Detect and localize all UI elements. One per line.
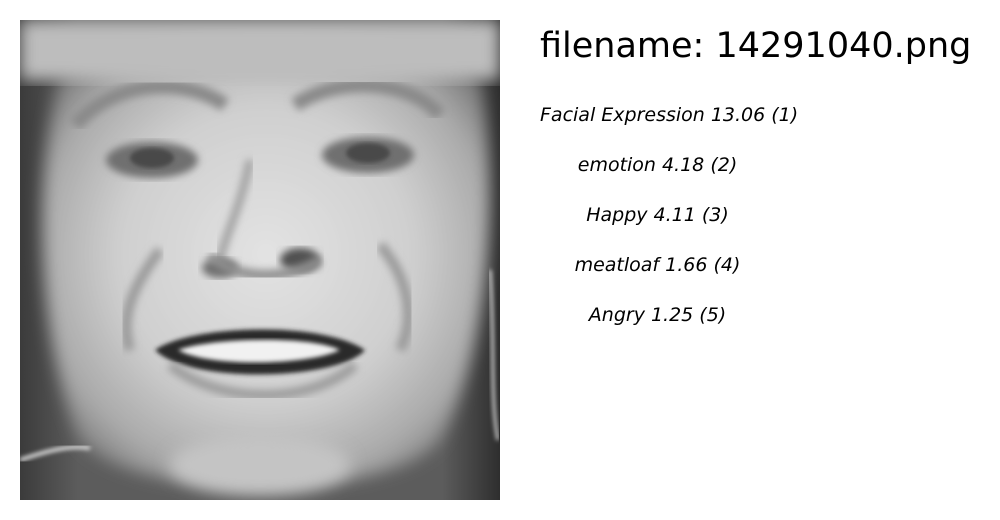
- result-label: meatloaf: [574, 254, 660, 276]
- result-item: meatloaf 1.66 (4): [540, 250, 775, 300]
- result-label: emotion: [577, 154, 656, 176]
- result-rank: (5): [699, 304, 727, 326]
- result-item: emotion 4.18 (2): [540, 150, 775, 200]
- result-score: 13.06: [710, 104, 766, 126]
- face-photo: [20, 20, 500, 500]
- result-label: Angry: [588, 304, 645, 326]
- result-score: 1.25: [650, 304, 694, 326]
- filename-title: filename: 14291040.png: [540, 26, 972, 66]
- result-label: Facial Expression: [540, 104, 705, 126]
- result-item: Happy 4.11 (3): [540, 200, 775, 250]
- result-item: Angry 1.25 (5): [540, 300, 775, 350]
- result-rank: (3): [701, 204, 729, 226]
- result-score: 1.66: [665, 254, 708, 276]
- result-rank: (4): [713, 254, 741, 276]
- classification-results: Facial Expression 13.06 (1) emotion 4.18 (…: [540, 100, 798, 350]
- result-rank: (1): [771, 104, 799, 126]
- result-item: Facial Expression 13.06 (1): [540, 100, 798, 150]
- face-photo-drawing: [20, 20, 500, 500]
- result-label: Happy: [586, 204, 648, 226]
- result-score: 4.18: [661, 154, 705, 176]
- result-score: 4.11: [653, 204, 696, 226]
- result-rank: (2): [710, 154, 738, 176]
